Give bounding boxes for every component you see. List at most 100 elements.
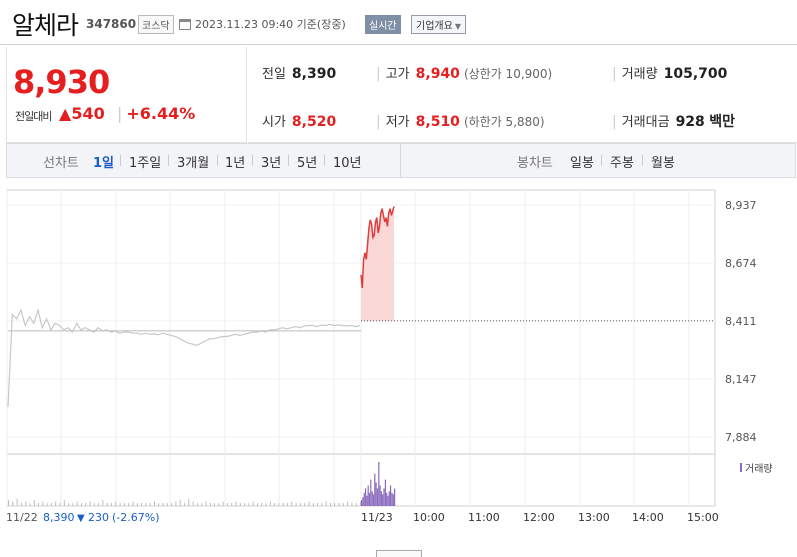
candle-chart-label: 봉차트 [517, 156, 553, 171]
today-volume-bar [382, 494, 384, 506]
prev-close-value: 8,390 [43, 511, 75, 524]
prev-volume-bar [171, 503, 173, 506]
stat-value: 8,940 [415, 66, 460, 82]
current-price: 8,930 [13, 63, 110, 101]
realtime-button[interactable]: 실시간 [365, 15, 401, 34]
price-tick-label: 8,411 [725, 315, 757, 328]
stat-unit: 백만 [709, 114, 736, 130]
prev-volume-bar [50, 503, 52, 506]
today-volume-bar [361, 500, 363, 506]
prev-date-label: 11/22 [6, 511, 38, 524]
stock-code: 347860 [86, 17, 137, 31]
prev-volume-bar [248, 503, 250, 506]
stat-label: 거래대금 [621, 115, 670, 130]
calendar-icon [179, 19, 191, 30]
tab-weekly-candle[interactable]: 주봉 [610, 156, 634, 171]
tab-3year[interactable]: 3년 [261, 156, 282, 171]
prev-volume-bar [29, 503, 31, 506]
prev-volume-bar [351, 503, 353, 506]
prev-volume-bar [278, 503, 280, 506]
change-label: 전일대비 [15, 110, 52, 123]
stat-value: 8,520 [291, 114, 337, 130]
today-volume-bar [388, 491, 390, 506]
prev-volume-bar [214, 503, 215, 506]
today-volume-bar [394, 488, 396, 506]
tab-3month[interactable]: 3개월 [177, 156, 210, 171]
stat-amount: | 거래대금 928 백만 [612, 114, 736, 130]
tab-10year[interactable]: 10년 [333, 156, 362, 171]
prev-volume-bar [154, 501, 155, 506]
prev-volume-bar [257, 503, 258, 506]
stat-value: 8,390 [291, 66, 337, 82]
prev-volume-bar [287, 503, 288, 506]
prev-volume-bar [235, 501, 237, 506]
prev-volume-bar [119, 503, 121, 506]
prev-change-percent: (-2.67%) [112, 511, 160, 524]
prev-volume-bar [42, 501, 44, 506]
today-volume-bar [390, 485, 392, 506]
prev-volume-bar [38, 503, 39, 506]
tab-5year[interactable]: 5년 [297, 156, 318, 171]
today-volume-bar [368, 492, 371, 506]
prev-volume-bar [132, 501, 134, 506]
prev-volume-bar [201, 503, 203, 506]
today-volume-bar [384, 479, 386, 506]
prev-volume-bar [342, 503, 344, 506]
prev-volume-bar [308, 501, 310, 506]
volume-legend-label: 거래량 [745, 463, 773, 475]
prev-volume-bar [46, 503, 48, 506]
change-percent: | +6.44% [117, 104, 196, 123]
prev-volume-bar [115, 501, 117, 506]
today-volume-bar [365, 488, 367, 506]
change-amount: 540 [71, 104, 105, 123]
tab-1week[interactable]: 1주일 [129, 156, 162, 171]
prev-volume-bar [274, 503, 276, 506]
prev-volume-bar [136, 503, 138, 506]
today-volume-bar [378, 462, 380, 506]
today-volume-bar [380, 491, 382, 506]
prev-volume-bar [205, 501, 207, 506]
change-percent-value: +6.44% [126, 104, 196, 123]
prev-volume-bar [85, 503, 87, 506]
market-badge: 코스닥 [138, 15, 174, 34]
prev-volume-bar [269, 501, 271, 506]
stock-header: 알체라 347860 코스닥 2023.11.23 09:40 기준(장중) 실… [0, 0, 797, 45]
prev-volume-bar [291, 501, 293, 506]
chart-tabs: 선차트 1일 1주일 3개월 1년 3년 5년 10년 봉차트 일봉 주봉 월봉 [6, 143, 796, 178]
prev-volume-bar [89, 501, 91, 506]
prev-volume-bar [106, 503, 108, 506]
tab-monthly-candle[interactable]: 월봉 [651, 156, 675, 171]
prev-volume-bar [265, 503, 267, 506]
prev-volume-bar [98, 503, 100, 506]
tab-1day[interactable]: 1일 [93, 156, 115, 171]
time-tick-label: 11/23 [361, 511, 393, 524]
today-volume-bar [363, 492, 365, 506]
prev-volume-bar [111, 503, 112, 506]
tab-1year[interactable]: 1년 [225, 156, 246, 171]
prev-volume-bar [145, 503, 147, 506]
today-volume-bar [362, 497, 364, 506]
prev-volume-bar [196, 503, 198, 506]
today-volume-bar [391, 492, 393, 506]
datetime-label: 2023.11.23 09:40 기준(장중) [195, 18, 346, 31]
prev-volume-bar [192, 501, 194, 506]
upper-limit: (상한가 10,900) [463, 67, 553, 81]
prev-day-price-line [7, 307, 361, 408]
time-tick-label: 13:00 [578, 511, 610, 524]
prev-volume-bar [261, 503, 263, 506]
prev-volume-bar [239, 503, 241, 506]
prev-volume-bar [360, 501, 361, 506]
stats-panel: 전일 8,390 | 고가 8,940 (상한가 10,900) | 거래량 105,700… [248, 47, 797, 143]
time-tick-label: 15:00 [687, 511, 719, 524]
prev-volume-bar [355, 503, 357, 506]
prev-volume-bar [179, 500, 181, 506]
prev-volume-bar [25, 501, 27, 506]
prev-volume-bar [209, 503, 211, 506]
tab-daily-candle[interactable]: 일봉 [570, 156, 594, 171]
company-overview-dropdown[interactable]: 기업개요 ▼ [411, 15, 466, 34]
prev-volume-bar [162, 503, 164, 506]
expand-handle[interactable] [376, 550, 422, 557]
time-tick-label: 12:00 [523, 511, 555, 524]
prev-volume-bar [188, 498, 190, 506]
price-tick-label: 8,937 [725, 199, 757, 212]
